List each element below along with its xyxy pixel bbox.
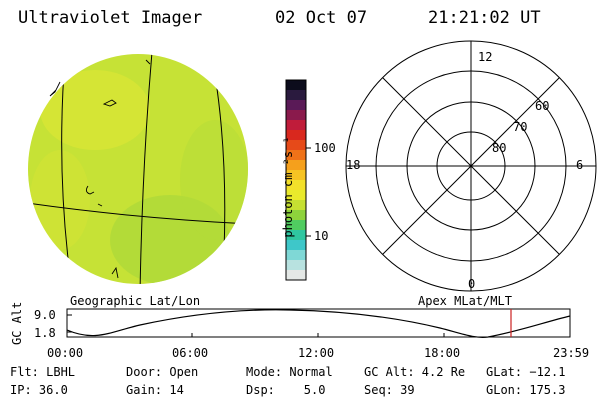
coastline <box>85 185 95 195</box>
colorbar-segment <box>286 150 306 161</box>
colorbar-segment <box>286 90 306 101</box>
coastline <box>49 81 61 97</box>
colorbar-segment <box>286 270 306 281</box>
colorbar-segment <box>286 110 306 121</box>
polar-diagonal <box>382 77 560 255</box>
polar-label-6: 6 <box>576 158 583 172</box>
status-gain: Gain: 14 <box>126 383 184 397</box>
colorbar-segment <box>286 220 306 231</box>
orbit-x-tick-1: 06:00 <box>172 346 209 360</box>
colorbar-segment <box>286 200 306 211</box>
colorbar-tick-label-10: 10 <box>314 229 329 243</box>
polar-label: Apex MLat/MLT <box>418 294 512 308</box>
image-time: 21:21:02 UT <box>428 8 541 28</box>
orbit-x-tick-3: 18:00 <box>424 346 461 360</box>
orbit-x-tick-2: 12:00 <box>298 346 335 360</box>
colorbar-frame <box>285 79 307 281</box>
latitude-line <box>28 201 248 225</box>
colorbar-segment <box>286 120 306 131</box>
status-glat: GLat: −12.1 <box>486 365 566 379</box>
status-dsp: Dsp: 5.0 <box>246 383 326 397</box>
status-ip: IP: 36.0 <box>10 383 68 397</box>
colorbar-tick-label-100: 100 <box>314 141 336 155</box>
colorbar-label: photon cm⁻²s⁻¹ <box>281 136 295 238</box>
coastline <box>102 99 117 107</box>
status-gc-alt: GC Alt: 4.2 Re <box>364 365 466 379</box>
coastline <box>145 59 151 65</box>
globe-label: Geographic Lat/Lon <box>70 294 201 308</box>
status-glon: GLon: 175.3 <box>486 383 566 397</box>
colorbar-segment <box>286 260 306 271</box>
orbit-x-tick-0: 00:00 <box>47 346 84 360</box>
orbit-y-bottom: 1.8 <box>34 326 56 340</box>
orbit-plot <box>66 308 571 338</box>
colorbar-segment <box>286 100 306 111</box>
polar-label-70: 70 <box>513 120 527 134</box>
colorbar-segment <box>286 190 306 201</box>
polar-label-80: 80 <box>492 141 506 155</box>
colorbar-segment <box>286 170 306 181</box>
coastlines <box>49 59 151 279</box>
orbit-x-tick-4: 23:59 <box>553 346 590 360</box>
colorbar-segment <box>286 130 306 141</box>
polar-label-18: 18 <box>346 158 360 172</box>
coastline <box>97 203 103 207</box>
status-filter: Flt: LBHL <box>10 365 76 379</box>
image-date: 02 Oct 07 <box>275 8 368 28</box>
polar-label-60: 60 <box>535 99 549 113</box>
polar-label-12: 12 <box>478 50 492 64</box>
intensity-variations <box>30 70 248 284</box>
instrument-title: Ultraviolet Imager <box>18 8 203 28</box>
colorbar-segment <box>286 160 306 171</box>
colorbar-segment <box>286 240 306 251</box>
meridian-line <box>139 54 153 284</box>
polar-label-0: 0 <box>468 277 475 291</box>
status-mode: Mode: Normal <box>246 365 333 379</box>
colorbar-segment <box>286 250 306 261</box>
status-seq: Seq: 39 <box>364 383 415 397</box>
colorbar-segment <box>286 180 306 191</box>
globe-image <box>28 54 248 284</box>
status-door: Door: Open <box>126 365 199 379</box>
coastline <box>111 266 119 279</box>
colorbar-segment <box>286 80 306 91</box>
orbit-y-top: 9.0 <box>34 308 56 322</box>
colorbar-segment <box>286 210 306 221</box>
colorbar-segment <box>286 140 306 151</box>
orbit-ylabel: GC Alt <box>10 302 24 345</box>
orbit-altitude-curve <box>66 309 571 338</box>
polar-plot <box>345 40 597 292</box>
orbit-frame <box>66 308 571 338</box>
colorbar-segment <box>286 230 306 241</box>
colorbar <box>285 79 311 281</box>
